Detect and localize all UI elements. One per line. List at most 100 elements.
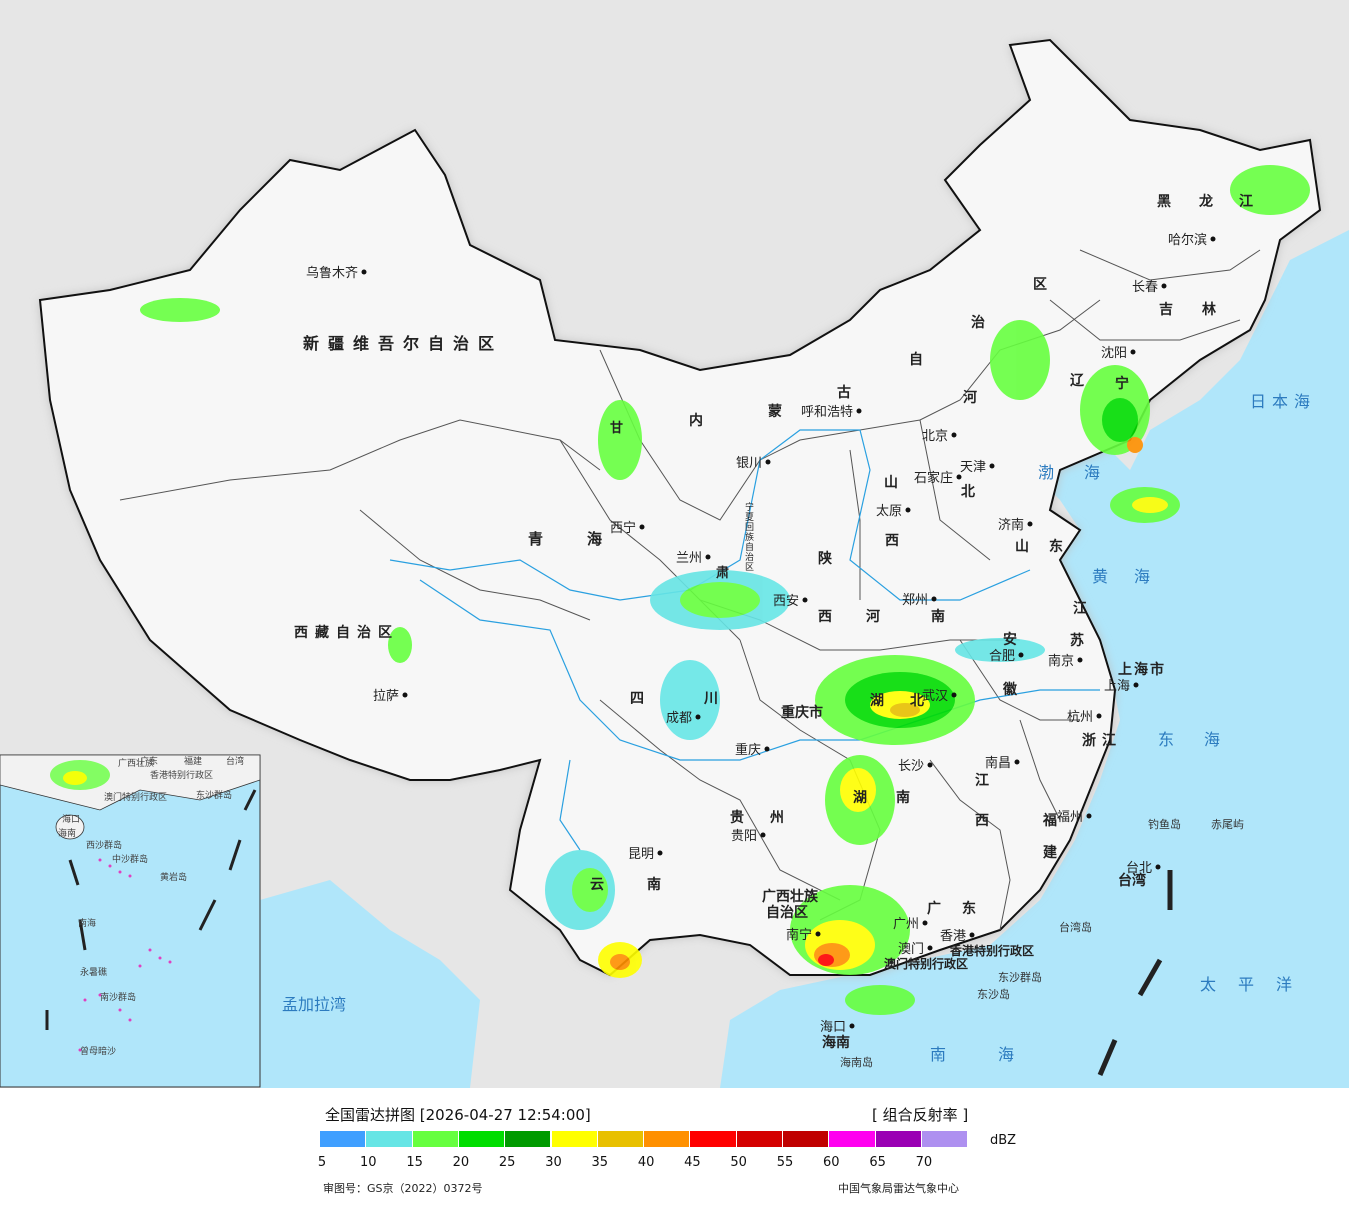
province-label: 南 [647, 876, 661, 893]
city-label: 太原 [876, 504, 902, 519]
province-label: 贵 [730, 809, 744, 826]
sea-label: 东海 [1158, 730, 1250, 749]
city-label: 澳门 [898, 941, 924, 957]
sea-label: 南海 [930, 1045, 1066, 1064]
province-label: 台湾 [1118, 872, 1146, 889]
city-label: 乌鲁木齐 [306, 265, 358, 281]
city-marker [815, 931, 821, 937]
special-region-label: 宁 [745, 501, 754, 513]
province-label: 肃 [716, 565, 729, 581]
sea-label: 孟加拉湾 [282, 995, 346, 1014]
province-label: 江 [975, 772, 989, 789]
special-region-label: 治 [745, 551, 754, 563]
special-region-label: 澳门特别行政区 [884, 956, 968, 971]
city-marker [1133, 682, 1139, 688]
color-swatch [644, 1131, 690, 1147]
province-label: 云 [590, 877, 604, 893]
city-marker [927, 945, 933, 951]
china-land [38, 38, 1322, 977]
province-label: 海南 [822, 1034, 850, 1051]
province-label: 辽 [1070, 373, 1085, 389]
inset-label: 中沙群岛 [112, 853, 148, 865]
inset-label: 香港特别行政区 [150, 769, 213, 781]
color-swatch [505, 1131, 551, 1147]
special-region-label: 夏 [745, 512, 754, 523]
city-label: 台北 [1126, 861, 1152, 876]
province-label: 陕 [818, 550, 832, 567]
city-label: 天津 [960, 460, 986, 475]
sea-label: 日本海 [1250, 392, 1316, 411]
sea-label: 渤海 [1038, 463, 1130, 482]
city-marker [760, 832, 766, 838]
province-label: 江 [1073, 600, 1087, 617]
scale-tick-label: 70 [915, 1155, 933, 1170]
city-marker [1130, 349, 1136, 355]
city-label: 重庆 [735, 742, 761, 758]
province-label: 南 [896, 789, 910, 806]
city-label: 沈阳 [1101, 346, 1127, 361]
city-label: 兰州 [676, 551, 702, 566]
province-label: 自 [909, 351, 923, 368]
color-swatch [366, 1131, 412, 1147]
province-label: 南 [931, 608, 945, 625]
city-label: 武汉 [922, 689, 948, 704]
province-label: 东 [962, 900, 976, 917]
scale-tick-label: 15 [406, 1155, 423, 1170]
city-label: 香港 [940, 929, 966, 944]
province-label: 四 [630, 691, 644, 707]
special-region-label: 自 [745, 541, 754, 553]
city-label: 南宁 [786, 927, 812, 943]
sea-east [720, 230, 1349, 1088]
special-region-label: 香港特别行政区 [949, 943, 1034, 958]
island-label: 东沙群岛 [998, 970, 1042, 984]
color-swatch [690, 1131, 736, 1147]
mosaic-title: 全国雷达拼图 [2026-04-27 12:54:00] [325, 1106, 591, 1124]
city-marker [1077, 657, 1083, 663]
inset-label: 海南 [58, 827, 76, 839]
color-swatch [783, 1131, 829, 1147]
city-label: 长沙 [898, 759, 924, 774]
province-label: 福 [1042, 812, 1057, 829]
province-label: 黑 [1157, 194, 1171, 210]
city-label: 昆明 [628, 847, 654, 862]
inset-label: 南沙群岛 [100, 991, 136, 1003]
province-label: 上海市 [1118, 661, 1166, 678]
city-label: 广州 [893, 917, 919, 932]
city-label: 银川 [736, 456, 762, 471]
city-label: 贵阳 [731, 829, 757, 844]
city-label: 郑州 [902, 593, 928, 608]
scale-tick-label: 65 [869, 1155, 886, 1170]
scale-tick-label: 55 [776, 1155, 794, 1170]
color-swatch [921, 1131, 968, 1147]
city-label: 海口 [820, 1020, 846, 1035]
city-marker [1096, 713, 1102, 719]
city-label: 上海 [1104, 679, 1130, 694]
product-name: [ 组合反射率 ] [872, 1106, 969, 1124]
province-label: 北 [961, 484, 975, 500]
province-labels: 新疆维吾尔自治区西藏自治区青海甘肃内蒙古自治区河北山西陕西河南山东江苏安徽湖 北四… [294, 193, 1253, 1051]
province-label: 浙江 [1082, 732, 1122, 749]
island-label: 赤尾屿 [1211, 818, 1244, 831]
province-label: 江 [1239, 193, 1253, 210]
city-marker [922, 920, 928, 926]
province-label: 治 [971, 314, 985, 331]
color-swatch [597, 1131, 644, 1147]
scale-tick-label: 30 [545, 1155, 562, 1170]
city-marker [931, 596, 937, 602]
city-marker [802, 597, 808, 603]
city-marker [969, 932, 975, 938]
special-region-label: 回 [745, 522, 754, 533]
inset-label: 西沙群岛 [86, 839, 122, 851]
city-label: 济南 [998, 517, 1024, 533]
city-marker [639, 524, 645, 530]
city-marker [1155, 864, 1161, 870]
city-marker [657, 850, 663, 856]
scale-tick-label: 35 [591, 1155, 609, 1170]
province-label: 吉 [1159, 301, 1173, 318]
radar-echoes [140, 165, 1310, 1015]
city-marker [1018, 652, 1024, 658]
city-label: 西安 [773, 594, 799, 609]
province-label: 龙 [1198, 193, 1213, 210]
